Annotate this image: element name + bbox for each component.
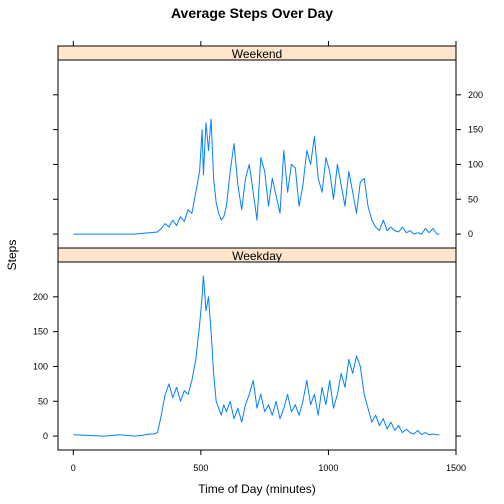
y-tick-label-weekday-150: 150	[33, 327, 48, 337]
panel-weekday: Weekday 0 50 100 150 200 0 500 1000 1500	[33, 247, 466, 473]
x-tick-label-1000: 1000	[318, 463, 338, 473]
panel-weekend: Weekend 0 50 100 150 200	[53, 41, 483, 249]
x-tick-label-1500: 1500	[446, 463, 466, 473]
y-tick-label-weekend-150: 150	[468, 125, 483, 135]
y-tick-label-weekend-0: 0	[468, 229, 473, 239]
y-tick-label-weekday-100: 100	[33, 361, 48, 371]
y-ticks-left-weekday: 0 50 100 150 200	[33, 292, 58, 441]
y-tick-label-weekday-50: 50	[38, 396, 48, 406]
y-ticks-left-weekend	[53, 94, 58, 235]
series-line-weekday	[73, 275, 440, 437]
y-tick-label-weekend-200: 200	[468, 90, 483, 100]
y-axis-label: Steps	[5, 240, 19, 271]
y-ticks-right-weekend: 0 50 100 150 200	[456, 90, 483, 239]
y-tick-label-weekend-50: 50	[468, 194, 478, 204]
strip-label-weekday: Weekday	[232, 249, 282, 263]
y-tick-label-weekday-0: 0	[43, 431, 48, 441]
y-tick-label-weekend-100: 100	[468, 159, 483, 169]
strip-label-weekend: Weekend	[232, 47, 282, 61]
x-tick-label-0: 0	[71, 463, 76, 473]
chart-title: Average Steps Over Day	[171, 5, 333, 21]
y-ticks-right-weekday	[456, 296, 461, 437]
x-ticks-bottom: 0 500 1000 1500	[71, 450, 466, 473]
x-ticks-top	[72, 41, 457, 46]
x-axis-label: Time of Day (minutes)	[198, 482, 316, 496]
panel-frame-weekday	[57, 247, 457, 451]
series-line-weekend	[73, 118, 440, 235]
y-tick-label-weekday-200: 200	[33, 292, 48, 302]
x-tick-label-500: 500	[193, 463, 208, 473]
